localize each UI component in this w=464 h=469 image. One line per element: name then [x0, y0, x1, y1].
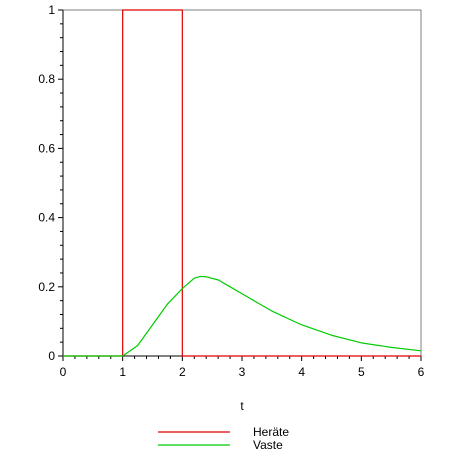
x-tick-label: 0 [60, 365, 67, 379]
x-axis-label: t [240, 399, 244, 413]
y-tick-label: 0.6 [38, 141, 55, 155]
x-tick-label: 3 [239, 365, 246, 379]
y-tick-label: 1 [48, 3, 55, 17]
x-tick-label: 5 [358, 365, 365, 379]
x-tick-label: 4 [298, 365, 305, 379]
x-tick-label: 6 [418, 365, 425, 379]
y-tick-label: 0 [48, 349, 55, 363]
y-tick-label: 0.2 [38, 280, 55, 294]
y-tick-label: 0.4 [38, 211, 55, 225]
series-layer [63, 9, 422, 357]
x-tick-label: 1 [119, 365, 126, 379]
series-line-1 [63, 275, 422, 357]
legend-label: Vaste [253, 438, 283, 452]
x-tick-label: 2 [179, 365, 186, 379]
y-ticks: 0 0.2 0.4 0.6 0.8 1 [38, 3, 63, 363]
y-tick-label: 0.8 [38, 72, 55, 86]
legend-label: Heräte [253, 425, 289, 439]
x-ticks: 0 1 2 3 4 5 6 [60, 356, 425, 379]
